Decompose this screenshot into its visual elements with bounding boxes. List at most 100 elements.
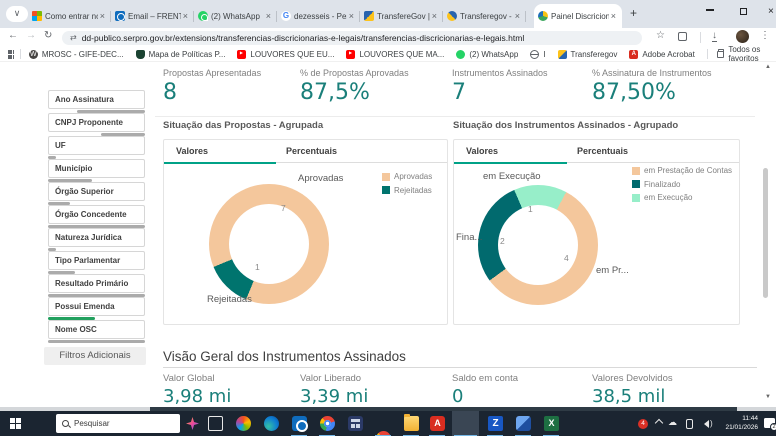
reload-icon[interactable]: ↻ <box>44 30 53 41</box>
z-app-icon[interactable]: Z <box>488 416 503 431</box>
task-view-icon[interactable] <box>208 416 223 431</box>
bookmark-whatsapp[interactable]: (2) WhatsApp <box>456 49 518 59</box>
legend-item[interactable]: Finalizado <box>632 180 732 189</box>
tab-transferegov-1[interactable]: TransfereGov | C × <box>360 4 443 28</box>
close-icon[interactable]: × <box>99 11 105 21</box>
filter-scrollbar[interactable] <box>48 225 145 228</box>
filter-municipio[interactable]: Município <box>48 159 145 182</box>
legend-item[interactable]: Rejeitadas <box>382 186 432 195</box>
forward-icon[interactable]: → <box>26 30 36 41</box>
tab-search-button[interactable]: ∨ <box>6 6 28 22</box>
back-icon[interactable]: ← <box>8 30 18 41</box>
tab-como-entrar[interactable]: Como entrar no × <box>28 4 111 28</box>
bookmark-star-icon[interactable]: ☆ <box>656 30 665 41</box>
scroll-up-icon[interactable]: ▲ <box>765 64 771 70</box>
window-close-button[interactable]: × <box>768 6 774 17</box>
filter-scrollbar[interactable] <box>48 294 145 297</box>
filter-uf[interactable]: UF <box>48 136 145 159</box>
start-button[interactable] <box>10 418 21 429</box>
filter-cnpj-proponente[interactable]: CNPJ Proponente <box>48 113 145 136</box>
filter-resultado-primario[interactable]: Resultado Primário <box>48 274 145 297</box>
filter-scrollbar[interactable] <box>48 156 56 159</box>
scroll-down-icon[interactable]: ▼ <box>765 394 771 400</box>
vertical-scrollbar[interactable] <box>763 168 768 298</box>
close-icon[interactable]: × <box>182 11 188 21</box>
tab-email[interactable]: Email – FRENTE × <box>111 4 194 28</box>
close-icon[interactable]: × <box>265 11 271 21</box>
teams-icon[interactable] <box>516 416 531 431</box>
filter-scrollbar[interactable] <box>101 133 145 136</box>
bookmark-louvores-2[interactable]: LOUVORES QUE MA... <box>346 49 444 59</box>
filter-scrollbar[interactable] <box>77 110 145 113</box>
excel-icon[interactable]: X <box>544 416 559 431</box>
edge-icon[interactable] <box>264 416 279 431</box>
calculator-icon[interactable] <box>348 416 363 431</box>
tab-percentuais[interactable]: Percentuais <box>286 146 338 156</box>
acrobat-icon[interactable]: A <box>430 416 445 431</box>
tab-painel-discricionarias-active[interactable]: Painel Discricion × <box>534 4 622 28</box>
filter-scrollbar[interactable] <box>48 179 92 182</box>
tab-valores[interactable]: Valores <box>176 146 209 156</box>
scrollbar-thumb[interactable] <box>150 407 737 411</box>
close-icon[interactable]: × <box>348 11 354 21</box>
bookmark-globe[interactable]: I <box>530 49 546 59</box>
site-info-icon[interactable]: ⇄ <box>70 33 77 42</box>
donut-chart-instrumentos[interactable] <box>478 185 598 305</box>
filter-natureza-juridica[interactable]: Natureza Jurídica <box>48 228 145 251</box>
bookmark-acrobat[interactable]: A Adobe Acrobat <box>629 49 695 59</box>
bookmark-transferegov[interactable]: Transferegov <box>557 49 618 59</box>
close-icon[interactable]: × <box>610 11 616 21</box>
taskbar-search[interactable]: Pesquisar <box>56 414 180 433</box>
taskbar-clock[interactable]: 11:44 21/01/2026 <box>714 415 758 432</box>
menu-dots-icon[interactable]: ⋮ <box>760 30 770 41</box>
donut-chart-propostas[interactable] <box>209 184 329 304</box>
address-bar[interactable]: ⇄ dd-publico.serpro.gov.br/extensions/tr… <box>62 30 642 45</box>
copilot-icon[interactable] <box>236 416 251 431</box>
filter-ano-assinatura[interactable]: Ano Assinatura <box>48 90 145 113</box>
legend-item[interactable]: em Prestação de Contas <box>632 166 732 175</box>
tab-transferegov-2[interactable]: Transferegov - P × <box>443 4 526 28</box>
restore-button[interactable] <box>740 8 747 15</box>
close-icon[interactable]: × <box>431 11 437 21</box>
bookmark-mrosc[interactable]: W MROSC - GIFE-DEC... <box>28 49 124 59</box>
bookmark-louvores-1[interactable]: LOUVORES QUE EU... <box>237 49 334 59</box>
filter-scrollbar[interactable] <box>48 202 70 205</box>
onedrive-cloud-icon[interactable]: ☁ <box>668 417 677 427</box>
chrome-icon[interactable] <box>320 416 335 431</box>
speaker-icon[interactable] <box>700 419 713 428</box>
phone-link-icon[interactable] <box>686 419 693 429</box>
filter-possui-emenda[interactable]: Possui Emenda <box>48 297 145 320</box>
copilot-sparkle-icon[interactable] <box>186 417 199 430</box>
all-favorites-button[interactable]: Todos os favoritos <box>706 45 768 63</box>
filter-scrollbar[interactable] <box>48 340 145 343</box>
bookmark-mapa-politicas[interactable]: Mapa de Políticas P... <box>135 49 225 59</box>
side-panel-icon[interactable] <box>678 31 687 41</box>
additional-filters-button[interactable]: Filtros Adicionais <box>44 347 146 365</box>
filter-scrollbar[interactable] <box>48 248 56 251</box>
legend-item[interactable]: em Execução <box>632 193 732 202</box>
filter-orgao-concedente[interactable]: Órgão Concedente <box>48 205 145 228</box>
file-explorer-icon[interactable] <box>404 414 419 431</box>
profile-avatar[interactable] <box>736 30 749 43</box>
notification-center-icon[interactable]: 2 <box>764 418 776 431</box>
close-icon[interactable]: × <box>514 11 520 21</box>
filter-selection-bar[interactable] <box>48 317 95 320</box>
filter-tipo-parlamentar[interactable]: Tipo Parlamentar <box>48 251 145 274</box>
tab-percentuais[interactable]: Percentuais <box>577 146 629 156</box>
filter-nome-osc[interactable]: Nome OSC <box>48 320 145 343</box>
download-icon[interactable]: ↓ <box>712 30 717 42</box>
legend-item[interactable]: Aprovadas <box>382 172 432 181</box>
new-tab-button[interactable]: + <box>630 6 638 20</box>
tray-expand-icon[interactable] <box>654 418 664 428</box>
outlook-icon[interactable] <box>292 416 308 432</box>
minimize-button[interactable] <box>706 9 714 11</box>
filter-orgao-superior[interactable]: Órgão Superior <box>48 182 145 205</box>
tab-valores[interactable]: Valores <box>466 146 499 156</box>
bookmark-label: Transferegov <box>570 49 618 59</box>
tab-google-search[interactable]: G dezesseis - Pesq × <box>277 4 360 28</box>
filter-scrollbar[interactable] <box>48 271 75 274</box>
notification-badge[interactable]: 4 <box>638 419 648 429</box>
tab-whatsapp[interactable]: (2) WhatsApp × <box>194 4 277 28</box>
horizontal-scrollbar[interactable] <box>0 407 776 411</box>
apps-grid-icon[interactable] <box>8 49 15 59</box>
